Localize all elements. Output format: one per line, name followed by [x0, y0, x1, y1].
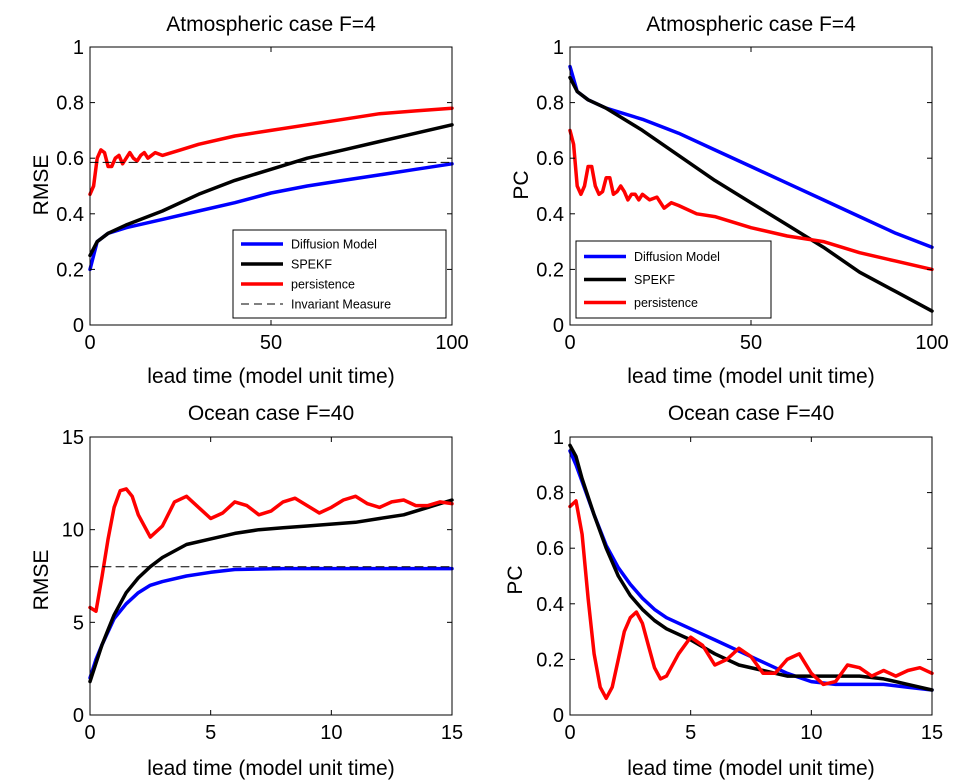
legend-label: SPEKF — [634, 273, 675, 287]
y-tick-label: 0.8 — [536, 93, 564, 115]
legend: Diffusion Model SPEKF persistence — [575, 240, 772, 319]
chart-title: Ocean case F=40 — [188, 402, 354, 425]
legend-label: Diffusion Model — [291, 238, 377, 252]
y-tick-label: 0.4 — [536, 204, 564, 226]
y-tick-label: 0.4 — [56, 204, 84, 226]
y-tick-label: 0.6 — [536, 148, 564, 170]
x-tick-label: 0 — [84, 332, 95, 354]
y-tick-label: 1 — [73, 37, 84, 59]
y-tick-label: 0.2 — [536, 649, 564, 671]
x-tick-label: 5 — [205, 722, 216, 744]
series-line-series-0 — [568, 449, 934, 692]
x-axis-label: lead time (model unit time) — [627, 757, 874, 780]
y-tick-label: 0.4 — [536, 594, 564, 616]
x-axis-label: lead time (model unit time) — [627, 365, 874, 388]
y-tick-label: 0.8 — [536, 483, 564, 505]
legend-box — [232, 229, 447, 319]
y-tick-label: 0.2 — [536, 259, 564, 281]
y-tick-label: 10 — [62, 520, 84, 542]
x-tick-label: 100 — [915, 332, 948, 354]
x-tick-label: 10 — [800, 722, 822, 744]
y-tick-label: 1 — [553, 427, 564, 449]
y-tick-label: 0.6 — [56, 148, 84, 170]
y-tick-label: 0.8 — [56, 93, 84, 115]
y-tick-label: 15 — [62, 427, 84, 449]
y-axis-label: PC — [510, 170, 533, 199]
y-tick-label: 0 — [553, 705, 564, 727]
legend-label: Diffusion Model — [634, 250, 720, 264]
series-line-series-1 — [88, 498, 454, 684]
x-tick-label: 50 — [740, 332, 762, 354]
series-line-diffusion-model — [568, 64, 934, 249]
y-tick-label: 0 — [553, 315, 564, 337]
y-axis-label: RMSE — [30, 550, 53, 611]
legend-label: persistence — [291, 278, 355, 292]
x-tick-label: 0 — [564, 332, 575, 354]
y-axis-label: PC — [504, 565, 527, 594]
x-tick-label: 5 — [685, 722, 696, 744]
plot-area-frame — [89, 436, 453, 716]
chart-title: Atmospheric case F=4 — [166, 13, 376, 36]
y-tick-label: 1 — [553, 37, 564, 59]
legend-label: SPEKF — [291, 258, 332, 272]
y-axis-label: RMSE — [30, 155, 53, 216]
plot-area-frame — [569, 436, 933, 716]
panel-atmospheric-rmse: Atmospheric case F=4 lead time (model un… — [30, 13, 469, 388]
x-tick-label: 10 — [320, 722, 342, 744]
x-tick-label: 15 — [441, 722, 463, 744]
series-line-persistence — [88, 106, 454, 197]
y-tick-label: 0 — [73, 315, 84, 337]
legend-label: Invariant Measure — [291, 298, 391, 312]
chart-title: Ocean case F=40 — [668, 402, 834, 425]
y-tick-label: 5 — [73, 612, 84, 634]
series-line-series-0 — [88, 566, 454, 680]
x-axis-label: lead time (model unit time) — [147, 365, 394, 388]
x-tick-label: 0 — [84, 722, 95, 744]
series-line-series-1 — [568, 443, 934, 692]
series-line-spekf — [88, 123, 454, 258]
legend-label: persistence — [634, 296, 698, 310]
x-tick-label: 50 — [260, 332, 282, 354]
series-line-persistence — [568, 128, 934, 272]
panel-atmospheric-pc: Atmospheric case F=4 lead time (model un… — [510, 13, 949, 388]
y-tick-label: 0.6 — [536, 538, 564, 560]
chart-title: Atmospheric case F=4 — [646, 13, 856, 36]
x-tick-label: 100 — [435, 332, 468, 354]
series-line-series-2 — [568, 499, 934, 701]
series-line-spekf — [568, 75, 934, 313]
series-line-series-2 — [88, 487, 454, 613]
panel-ocean-rmse: Ocean case F=40 lead time (model unit ti… — [30, 402, 463, 780]
panel-ocean-pc: Ocean case F=40 lead time (model unit ti… — [504, 402, 943, 780]
y-tick-label: 0 — [73, 705, 84, 727]
x-axis-label: lead time (model unit time) — [147, 757, 394, 780]
y-tick-label: 0.2 — [56, 259, 84, 281]
x-tick-label: 15 — [921, 722, 943, 744]
legend: Diffusion Model SPEKF persistence Invariant… — [232, 229, 447, 319]
x-tick-label: 0 — [564, 722, 575, 744]
